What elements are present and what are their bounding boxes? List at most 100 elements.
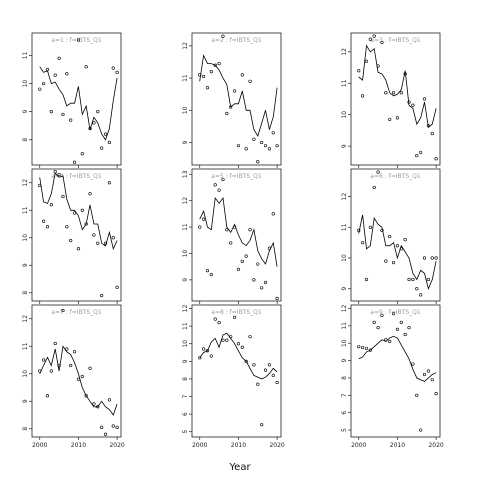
- observation-point: [53, 341, 57, 346]
- observation-point: [411, 362, 415, 366]
- observation-point: [372, 320, 376, 324]
- panel-2: a=4 : f=IBTS_Q1 8 9 10 11 12: [22, 168, 122, 304]
- observation-point: [364, 346, 369, 351]
- observation-point: [229, 105, 233, 109]
- x-tick-label: 2010: [390, 442, 405, 449]
- observation-point: [399, 320, 403, 324]
- panel-8: a=6 : f=IBTS_Q1 9 10 11 12: [341, 168, 441, 304]
- observation-point: [205, 86, 210, 90]
- observation-point: [202, 347, 206, 351]
- observation-point: [256, 382, 260, 386]
- y-tick-label: 9: [341, 144, 348, 148]
- y-tick-label: 13: [182, 170, 189, 178]
- observation-point: [407, 100, 411, 104]
- observation-point: [72, 350, 77, 354]
- observation-point: [399, 91, 403, 95]
- observation-point: [88, 366, 92, 370]
- observation-point: [213, 183, 217, 187]
- y-tick-label: 10: [22, 234, 29, 242]
- panel-frame: [31, 32, 122, 166]
- panel-frame: [350, 304, 441, 438]
- observation-point: [403, 238, 407, 242]
- observation-point: [422, 256, 427, 260]
- y-tick-label: 10: [341, 254, 348, 262]
- y-tick-label: 9: [22, 263, 29, 267]
- observation-point: [407, 325, 411, 330]
- panel-9: a=9 : f=IBTS_Q1 5 6 7 8 9 10 11 12 2000 2010 2020: [341, 304, 444, 449]
- observation-point: [430, 256, 434, 260]
- observation-point: [205, 269, 210, 273]
- y-tick-label: 10: [182, 249, 189, 257]
- observation-point: [434, 256, 438, 260]
- observation-point: [263, 368, 268, 372]
- y-tick-label: 11: [182, 322, 189, 330]
- observation-point: [198, 73, 202, 77]
- observation-point: [395, 244, 400, 248]
- y-tick-label: 10: [341, 339, 348, 347]
- observation-point: [361, 94, 365, 98]
- observation-point: [92, 233, 96, 237]
- observation-point: [426, 277, 430, 282]
- observation-point: [88, 126, 92, 131]
- y-tick-label: 11: [182, 223, 189, 231]
- observation-point: [53, 73, 57, 77]
- observation-point: [419, 293, 423, 297]
- observation-point: [236, 267, 241, 271]
- observation-point: [263, 144, 268, 148]
- y-tick-label: 12: [341, 304, 348, 312]
- observation-point: [225, 111, 229, 116]
- observation-point: [61, 112, 65, 117]
- observation-point: [76, 377, 81, 381]
- y-tick-label: 11: [22, 51, 29, 59]
- panel-frame: [191, 32, 282, 166]
- panel-title: a=7 : f=IBTS_Q1: [51, 309, 102, 316]
- observation-point: [103, 432, 108, 436]
- observation-point: [434, 391, 438, 396]
- x-tick-label: 2020: [428, 442, 443, 449]
- x-tick-label: 2000: [192, 442, 207, 449]
- observation-point: [80, 208, 84, 212]
- y-tick-label: 11: [341, 79, 348, 87]
- observation-point: [232, 89, 237, 93]
- observation-point: [372, 34, 376, 38]
- observation-point: [76, 38, 81, 42]
- observation-point: [419, 150, 423, 155]
- observation-point: [209, 273, 213, 277]
- observation-point: [107, 140, 111, 145]
- observation-point: [403, 72, 407, 76]
- y-tick-label: 6: [182, 412, 189, 416]
- observation-point: [72, 211, 77, 215]
- panel-frame: [350, 168, 441, 302]
- y-tick-label: 8: [22, 427, 29, 431]
- observation-point: [271, 373, 275, 378]
- y-tick-label: 12: [22, 179, 29, 187]
- observation-point: [430, 131, 434, 136]
- observation-point: [260, 140, 264, 145]
- observation-point: [357, 228, 361, 232]
- observation-point: [100, 425, 104, 429]
- observation-point: [213, 63, 217, 67]
- observation-point: [376, 64, 380, 68]
- panel-6: a=8 : f=IBTS_Q1 5 6 7 8 9 10 11 12 2000 2010 2020: [182, 305, 285, 449]
- observation-point: [364, 59, 369, 63]
- observation-point: [69, 363, 73, 368]
- y-tick-label: 10: [341, 111, 348, 119]
- y-tick-label: 12: [182, 197, 189, 205]
- observation-point: [225, 228, 229, 232]
- y-tick-label: 9: [182, 278, 189, 282]
- observation-point: [430, 378, 434, 382]
- x-tick-label: 2010: [231, 442, 246, 449]
- observation-point: [232, 225, 237, 229]
- observation-point: [376, 325, 380, 330]
- observation-point: [407, 277, 411, 282]
- observation-point: [248, 335, 252, 339]
- panel-title: a=5 : f=IBTS_Q1: [211, 173, 262, 180]
- y-tick-label: 7: [341, 393, 348, 397]
- observation-point: [45, 225, 50, 229]
- observation-point: [45, 394, 50, 398]
- observation-point: [380, 40, 384, 45]
- observation-point: [42, 81, 46, 86]
- observation-point: [426, 369, 430, 373]
- observation-point: [267, 246, 271, 250]
- observation-point: [388, 339, 392, 344]
